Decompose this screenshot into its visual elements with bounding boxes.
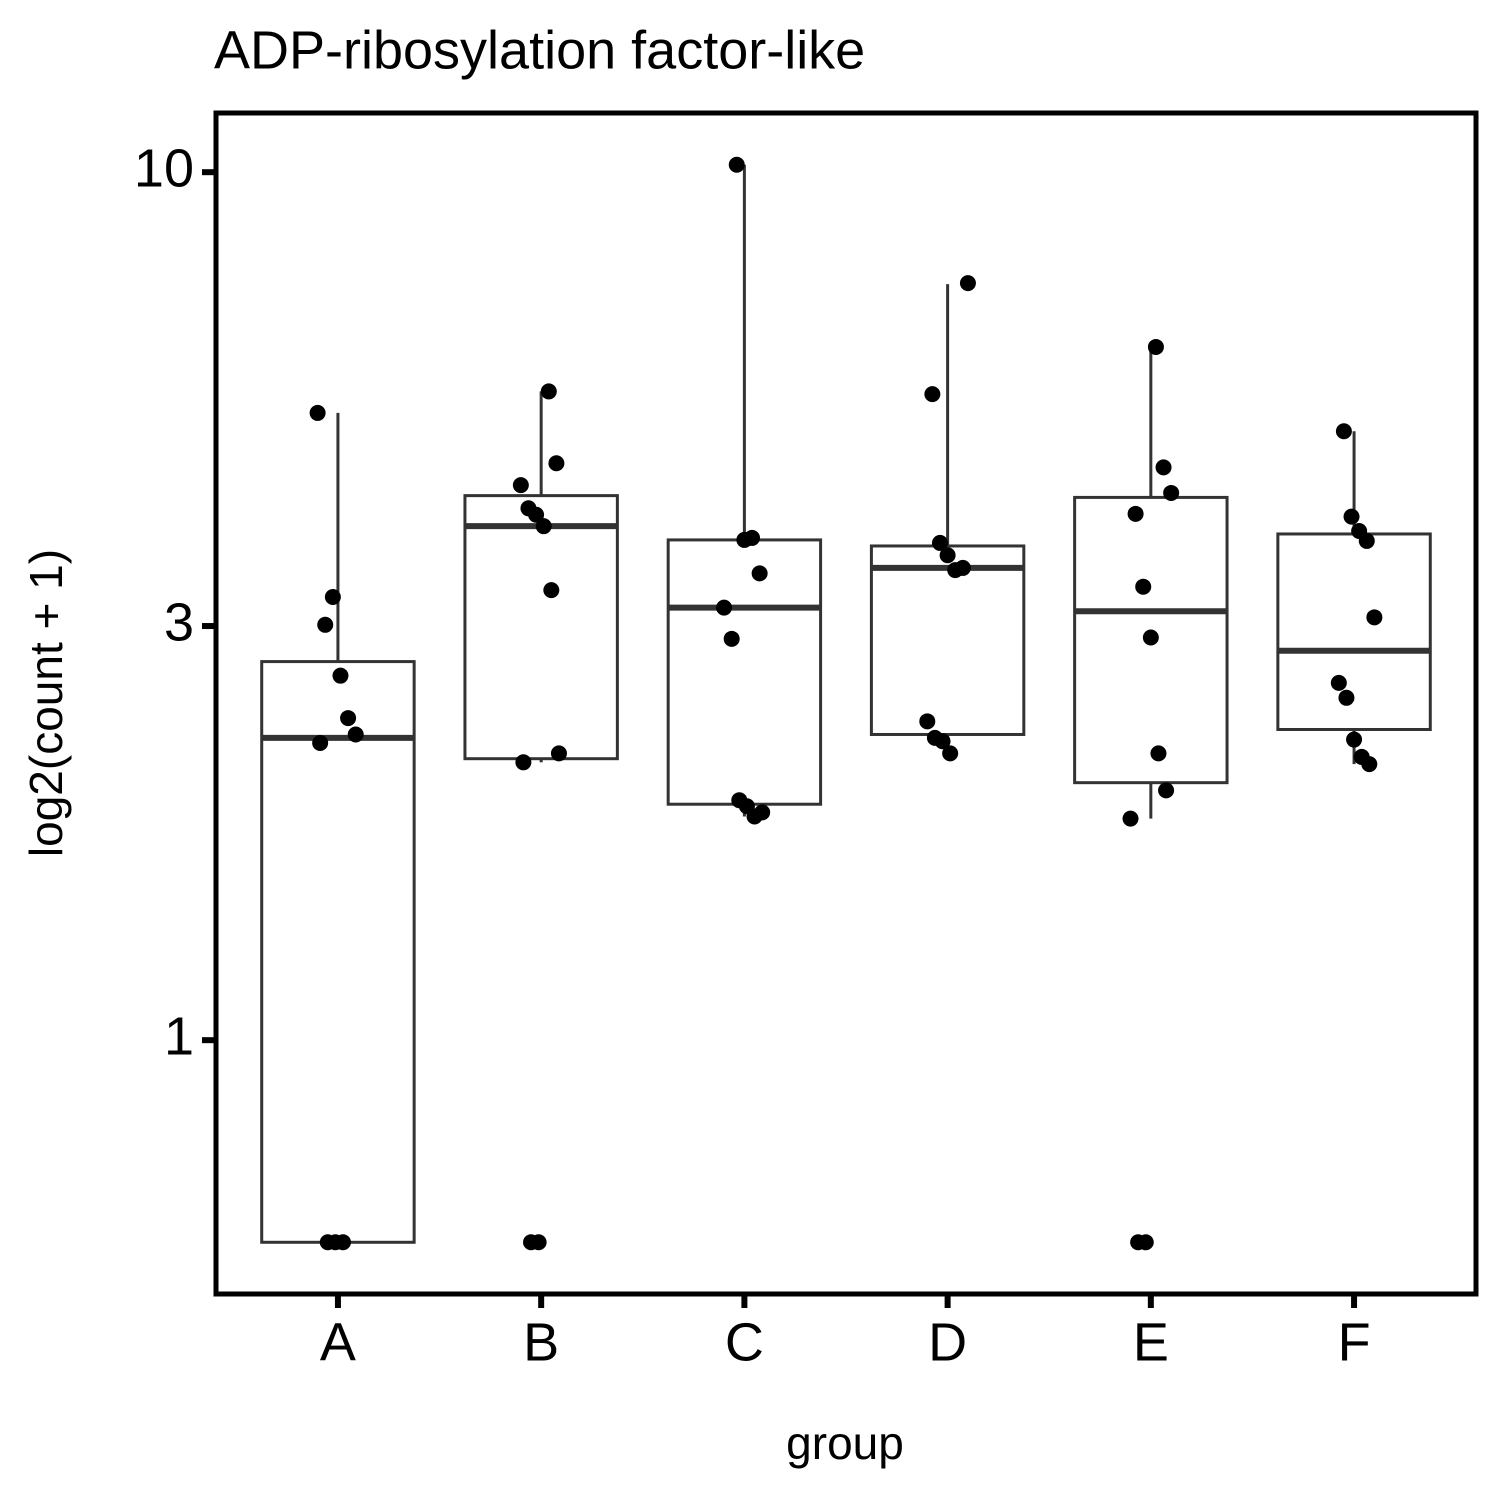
point <box>1358 532 1375 549</box>
point <box>728 156 745 173</box>
point <box>1346 731 1363 748</box>
x-tick-label: E <box>1133 1312 1169 1372</box>
x-tick-label: D <box>928 1312 967 1372</box>
point <box>335 1234 352 1251</box>
point <box>1343 508 1360 525</box>
x-tick-label: F <box>1338 1312 1371 1372</box>
plot-frame <box>213 110 1479 1297</box>
point <box>954 559 971 576</box>
point <box>919 713 936 730</box>
point <box>540 383 557 400</box>
y-tick-label: 10 <box>134 138 194 198</box>
point <box>1158 782 1175 799</box>
point <box>1122 810 1139 827</box>
chart-title: ADP-ribosylation factor-like <box>214 20 865 80</box>
point <box>1163 484 1180 501</box>
point <box>332 667 349 684</box>
point <box>1142 629 1159 646</box>
point <box>959 275 976 292</box>
point <box>317 616 334 633</box>
box <box>260 660 416 1244</box>
point <box>1147 338 1164 355</box>
point <box>1335 423 1352 440</box>
point <box>312 734 329 751</box>
box <box>869 544 1026 736</box>
x-tick-label: B <box>523 1312 559 1372</box>
point <box>723 630 740 647</box>
point <box>1338 689 1355 706</box>
point <box>942 745 959 762</box>
x-tick-label: A <box>320 1312 356 1372</box>
point <box>939 547 956 564</box>
point <box>548 455 565 472</box>
point <box>931 534 948 551</box>
point <box>1330 674 1347 691</box>
point <box>1135 578 1152 595</box>
point <box>934 733 951 750</box>
y-tick-label: 3 <box>164 592 194 652</box>
y-tick-label: 1 <box>164 1006 194 1066</box>
point <box>754 804 771 821</box>
point <box>1155 459 1172 476</box>
point <box>744 529 761 546</box>
point <box>530 1234 547 1251</box>
point <box>340 710 357 727</box>
y-axis-title: log2(count + 1) <box>20 549 72 857</box>
point <box>347 726 364 743</box>
point <box>535 518 552 535</box>
point <box>1127 505 1144 522</box>
box <box>463 494 619 761</box>
point <box>924 386 941 403</box>
point <box>324 589 341 606</box>
point <box>716 599 733 616</box>
box <box>666 538 823 806</box>
x-axis-title: group <box>786 1417 904 1469</box>
point <box>543 582 560 599</box>
point <box>512 477 529 494</box>
point <box>515 754 532 771</box>
point <box>309 404 326 421</box>
x-tick-label: C <box>725 1312 764 1372</box>
point <box>1361 756 1378 773</box>
point <box>1366 609 1383 626</box>
point <box>528 506 545 523</box>
point <box>1150 745 1167 762</box>
point <box>751 565 768 582</box>
point <box>550 745 567 762</box>
point <box>1137 1234 1154 1251</box>
